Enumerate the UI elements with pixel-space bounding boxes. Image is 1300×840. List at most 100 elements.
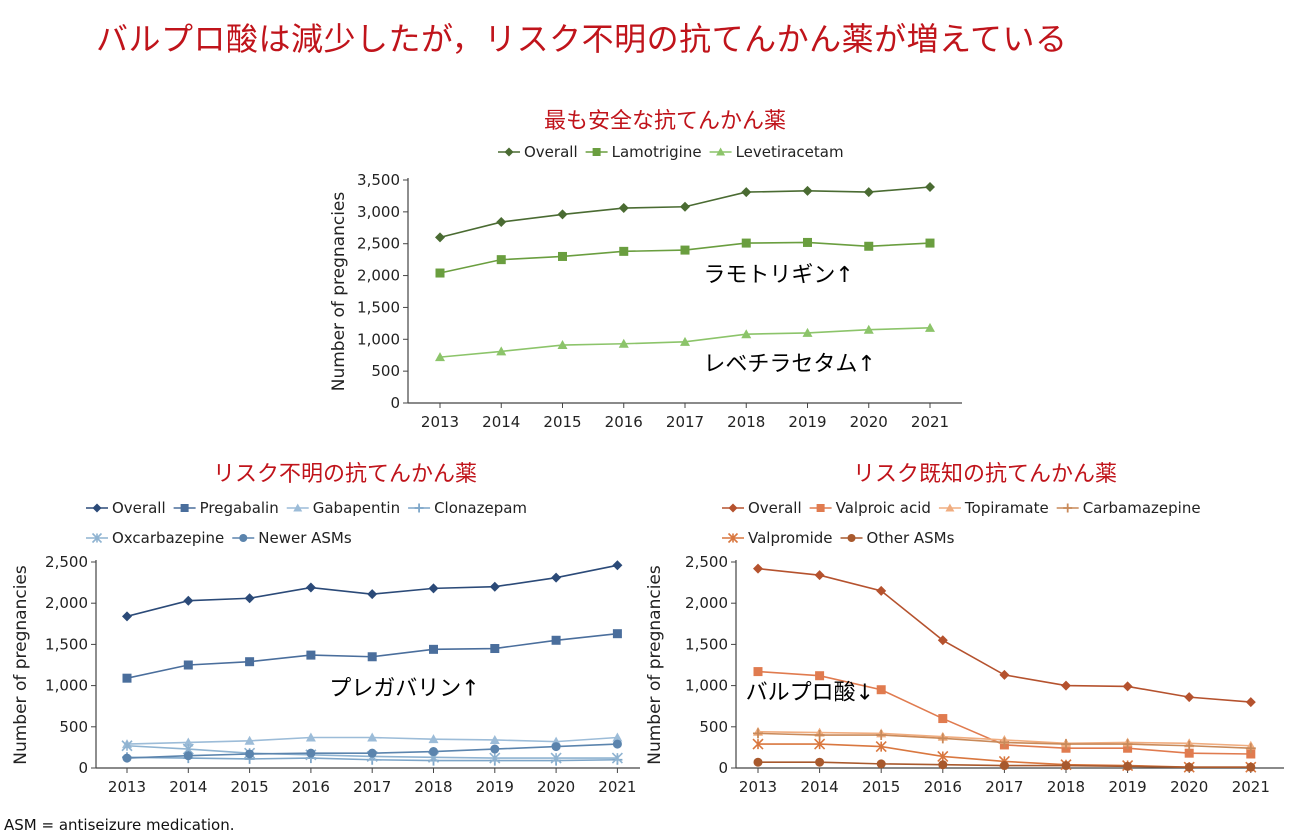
legend-label: Oxcarbazepine [112, 529, 224, 547]
data-point [490, 644, 500, 654]
x-tick-label: 2014 [482, 413, 520, 431]
x-tick-label: 2014 [169, 778, 207, 796]
data-point [1184, 762, 1194, 772]
data-point [741, 238, 751, 248]
data-point [752, 738, 764, 750]
data-point [612, 732, 623, 742]
legend-marker [945, 503, 955, 512]
data-point [496, 346, 507, 356]
data-point [612, 560, 623, 571]
annotation-text: レベチラセタム↑ [703, 352, 875, 377]
legend-label: Valpromide [748, 529, 833, 547]
y-tick-label: 2,500 [45, 553, 88, 571]
legend-marker [239, 534, 248, 542]
data-point [925, 238, 935, 248]
data-point [1061, 739, 1071, 750]
x-tick-label: 2016 [292, 778, 330, 796]
x-tick-label: 2018 [414, 778, 452, 796]
data-point [937, 733, 948, 744]
data-point [1061, 761, 1071, 771]
data-point [876, 730, 887, 741]
data-point [558, 251, 567, 261]
data-point [435, 268, 445, 278]
data-point [121, 740, 133, 752]
y-tick-label: 3,000 [357, 203, 400, 221]
x-tick-label: 2015 [543, 413, 581, 431]
y-axis-label: Number of pregnancies [329, 192, 349, 392]
y-tick-label: 1,500 [685, 635, 728, 653]
y-tick-label: 2,000 [357, 267, 400, 285]
data-point [183, 737, 194, 747]
data-point [122, 753, 132, 763]
x-tick-label: 2020 [1170, 778, 1208, 796]
data-point [753, 757, 763, 767]
legend-marker [728, 503, 738, 513]
data-point [753, 667, 763, 677]
data-point [1123, 761, 1133, 771]
data-point [876, 759, 886, 769]
data-point [1246, 762, 1256, 772]
legend-label: Topiramate [964, 499, 1049, 517]
x-tick-label: 2013 [108, 778, 146, 796]
data-point [1122, 739, 1133, 750]
data-point [741, 187, 752, 198]
series-line-overall [439, 186, 931, 239]
data-point [814, 738, 826, 750]
legend-marker [816, 504, 825, 512]
x-tick-label: 2017 [666, 413, 704, 431]
y-tick-label: 1,000 [45, 677, 88, 695]
x-tick-label: 2021 [598, 778, 636, 796]
data-point [938, 714, 948, 724]
data-point [551, 572, 562, 583]
data-point [612, 629, 622, 639]
legend-label: Clonazepam [434, 499, 527, 517]
data-point [305, 732, 316, 742]
data-point [429, 747, 438, 757]
y-tick-label: 500 [699, 718, 728, 736]
data-point [489, 734, 500, 744]
y-tick-label: 0 [718, 759, 728, 777]
y-tick-label: 2,000 [45, 594, 88, 612]
data-point [619, 246, 629, 256]
data-point [1122, 681, 1133, 692]
data-point [367, 652, 377, 662]
data-point [680, 336, 690, 346]
chart-title-known: リスク既知の抗てんかん薬 [852, 462, 1117, 487]
legend-label: Overall [748, 499, 802, 517]
x-tick-label: 2019 [1109, 778, 1147, 796]
x-tick-label: 2020 [850, 413, 888, 431]
data-point [550, 752, 562, 764]
chart-safest: 0 500 1,000 1,500 2,000 2,500 3,000 3,500 2013 20… [329, 143, 962, 431]
chart-known: 0 500 1,000 1,500 2,000 2,500 2013 2014 2015 2016… [645, 499, 1284, 796]
data-point [802, 185, 813, 196]
y-tick-label: 2,000 [685, 594, 728, 612]
data-point [999, 761, 1009, 771]
x-tick-label: 2016 [605, 413, 643, 431]
x-tick-label: 2021 [1232, 778, 1270, 796]
data-point [551, 742, 561, 752]
legend-label: Carbamazepine [1083, 499, 1201, 517]
data-point [618, 338, 629, 348]
data-point [244, 735, 255, 745]
x-tick-label: 2017 [985, 778, 1023, 796]
y-tick-label: 1,500 [357, 298, 400, 316]
data-point [183, 595, 194, 606]
data-point [496, 217, 507, 228]
data-point [428, 734, 439, 744]
legend-marker [180, 504, 189, 512]
data-point [1184, 692, 1195, 703]
data-point [680, 201, 690, 212]
data-point [122, 611, 132, 622]
legend-marker [716, 147, 726, 156]
x-tick-label: 2019 [788, 413, 826, 431]
legend-marker [293, 503, 303, 512]
data-point [938, 760, 948, 770]
data-point [1061, 680, 1071, 691]
data-point [937, 750, 949, 763]
x-tick-label: 2014 [801, 778, 839, 796]
data-point [367, 748, 377, 758]
legend-label: Lamotrigine [612, 143, 702, 161]
data-point [814, 730, 825, 741]
annotation-text: ラモトリギン↑ [703, 263, 853, 288]
y-tick-label: 0 [78, 759, 88, 777]
